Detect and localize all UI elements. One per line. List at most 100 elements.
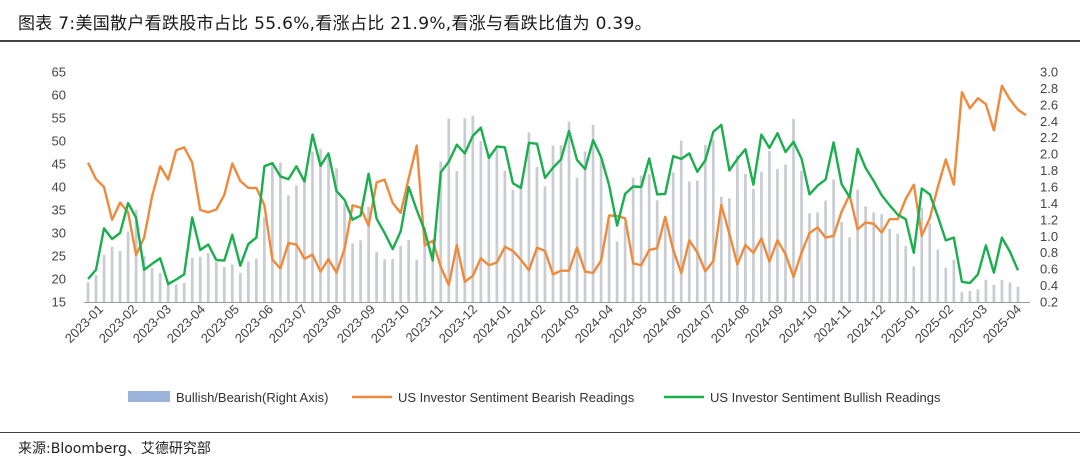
ratio-bar	[327, 158, 330, 302]
ratio-bar	[968, 290, 972, 302]
ratio-bar	[255, 258, 258, 302]
chart-canvas: 15 20 25 30 35 40 45 50 55 60 65 0.2 0.40.6 0.81.0 1.…	[52, 65, 1059, 406]
ratio-bar	[944, 267, 948, 302]
chart-title: 图表 7:美国散户看跌股市占比 55.6%,看涨占比 21.9%,看涨与看跌比值…	[18, 14, 652, 34]
ratio-bar	[864, 206, 868, 302]
ratio-bar	[439, 161, 443, 302]
ratio-bar	[567, 121, 571, 302]
ratio-bar	[912, 266, 916, 302]
ratio-bar	[311, 151, 314, 302]
left-tick-label: 60	[52, 88, 66, 103]
ratio-bar	[1000, 280, 1004, 302]
ratio-bar	[126, 231, 130, 302]
ratio-bar	[447, 118, 451, 303]
left-tick-label: 40	[52, 180, 66, 195]
ratio-bar	[623, 223, 627, 302]
ratio-bar	[760, 171, 763, 302]
left-tick-label: 15	[52, 295, 66, 310]
ratio-bar	[487, 153, 491, 302]
ratio-bar	[182, 282, 186, 302]
ratio-bar	[888, 228, 892, 302]
ratio-bar	[198, 256, 202, 302]
right-tick-label: 0.8	[1040, 245, 1058, 260]
ratio-bar	[527, 132, 531, 302]
right-tick-label: 0.6	[1040, 262, 1058, 277]
ratio-bar	[784, 164, 787, 302]
ratio-bar	[303, 179, 306, 302]
right-tick-label: 2.0	[1040, 147, 1058, 162]
ratio-bar	[479, 141, 483, 302]
ratio-bar	[503, 170, 507, 302]
ratio-bar	[471, 115, 475, 303]
ratio-bar	[399, 245, 403, 302]
ratio-bar	[383, 259, 386, 302]
right-tick-label: 2.6	[1040, 97, 1058, 112]
ratio-bar	[671, 172, 675, 302]
ratio-bar	[86, 282, 90, 302]
ratio-bar	[663, 224, 667, 302]
ratio-bar	[575, 177, 579, 302]
ratio-bar	[711, 139, 715, 302]
x-axis: 2023-012023-022023-032023-042023-052023-…	[62, 302, 1024, 346]
ratio-bar	[1008, 282, 1012, 302]
ratio-bar	[359, 240, 362, 302]
ratio-bar	[319, 148, 322, 302]
footer-rule	[0, 432, 1080, 433]
ratio-bar	[768, 151, 771, 302]
ratio-bar	[367, 206, 370, 302]
x-tick-label: 2024-10	[776, 302, 820, 346]
x-tick-label: 2023-10	[368, 302, 412, 346]
ratio-bar	[591, 124, 595, 302]
ratio-bar	[158, 273, 162, 302]
ratio-bar	[703, 145, 707, 302]
legend: Bullish/Bearish(Right Axis) US Investor …	[128, 390, 941, 405]
ratio-bar	[142, 256, 146, 302]
source-note: 来源:Bloomberg、艾德研究部	[18, 441, 211, 457]
right-tick-label: 1.4	[1040, 196, 1058, 211]
ratio-bar	[880, 214, 884, 302]
right-tick-label: 1.6	[1040, 180, 1058, 195]
ratio-bar	[832, 179, 835, 302]
right-tick-label: 1.8	[1040, 163, 1058, 178]
ratio-bar	[816, 212, 819, 302]
ratio-bar	[695, 180, 699, 302]
right-tick-label: 2.8	[1040, 81, 1058, 96]
left-tick-label: 45	[52, 157, 66, 172]
left-tick-label: 35	[52, 203, 66, 218]
ratio-bar	[415, 259, 419, 302]
legend-label-bullish: US Investor Sentiment Bullish Readings	[710, 390, 941, 405]
left-tick-label: 50	[52, 134, 66, 149]
ratio-bar	[230, 264, 234, 302]
ratio-bar	[631, 177, 635, 302]
left-axis: 15 20 25 30 35 40 45 50 55 60 65	[52, 65, 66, 310]
ratio-bar	[896, 233, 900, 302]
ratio-bar	[559, 145, 563, 302]
ratio-bar	[960, 292, 964, 302]
left-tick-label: 65	[52, 65, 66, 80]
ratio-bar	[936, 249, 940, 302]
ratio-bar	[615, 241, 619, 302]
ratio-bar	[214, 262, 218, 302]
ratio-bar	[263, 216, 266, 302]
ratio-bar	[118, 251, 122, 302]
ratio-bar	[246, 261, 250, 302]
ratio-bar	[679, 140, 683, 302]
ratio-bar	[848, 237, 851, 302]
ratio-bar	[736, 155, 739, 302]
right-tick-label: 2.4	[1040, 114, 1058, 129]
ratio-bar	[271, 165, 274, 302]
ratio-bar	[463, 118, 467, 302]
ratio-bar	[238, 272, 242, 302]
ratio-bar	[543, 186, 547, 302]
title-rule	[0, 40, 1080, 42]
x-tick-label: 2025-04	[980, 302, 1024, 346]
ratio-bar	[599, 159, 603, 302]
ratio-bar	[391, 258, 395, 302]
ratio-bar	[551, 145, 555, 302]
ratio-bar	[535, 167, 539, 302]
ratio-bar	[206, 252, 210, 302]
ratio-bar	[840, 222, 843, 302]
right-tick-label: 0.2	[1040, 295, 1058, 310]
ratio-bar	[1016, 286, 1020, 302]
ratio-bar	[190, 257, 194, 302]
